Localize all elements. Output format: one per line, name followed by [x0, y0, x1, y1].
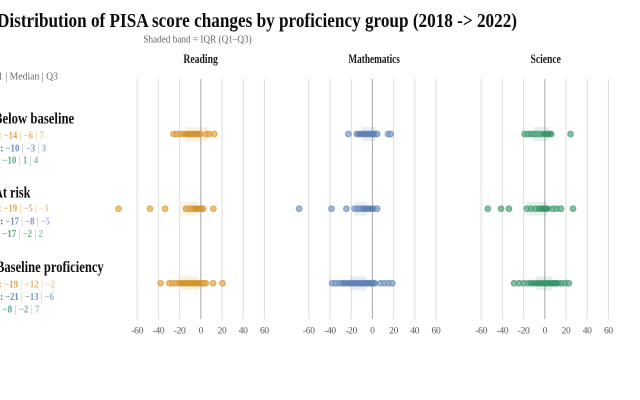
svg-text:Science: Science: [531, 52, 562, 66]
svg-text:Q1 | Median | Q3: Q1 | Median | Q3: [0, 71, 58, 82]
svg-text:40: 40: [410, 327, 419, 337]
svg-text:S: −17 | −2 | 2: S: −17 | −2 | 2: [0, 229, 43, 240]
svg-text:Reading: Reading: [183, 52, 218, 66]
svg-text:-40: -40: [153, 327, 165, 337]
svg-text:At risk: At risk: [0, 185, 31, 202]
svg-text:40: 40: [239, 327, 248, 337]
svg-text:40: 40: [583, 327, 592, 337]
svg-text:S: −8 | −2 | 7: S: −8 | −2 | 7: [0, 305, 40, 316]
svg-text:-20: -20: [518, 327, 530, 337]
svg-text:Below baseline: Below baseline: [0, 110, 74, 127]
svg-text:-60: -60: [303, 327, 315, 337]
svg-text:M: −17 | −8 | −5: M: −17 | −8 | −5: [0, 217, 50, 228]
svg-text:Mathematics: Mathematics: [348, 52, 400, 66]
svg-text:-20: -20: [345, 327, 357, 337]
svg-text:S: −10 | 1 | 4: S: −10 | 1 | 4: [0, 156, 38, 167]
svg-text:-40: -40: [324, 327, 336, 337]
svg-text:60: 60: [260, 327, 269, 337]
svg-text:R: −19 | −12 | −2: R: −19 | −12 | −2: [0, 279, 55, 290]
svg-text:-60: -60: [131, 327, 143, 337]
svg-text:Distribution of PISA score cha: Distribution of PISA score changes by pr…: [0, 10, 517, 32]
svg-text:-60: -60: [475, 327, 487, 337]
svg-text:20: 20: [562, 327, 571, 337]
svg-text:0: 0: [370, 327, 375, 337]
svg-text:M: −10 | −3 | 3: M: −10 | −3 | 3: [0, 143, 46, 154]
svg-text:R: −19 | −5 | −3: R: −19 | −5 | −3: [0, 204, 49, 215]
svg-text:-40: -40: [497, 327, 509, 337]
svg-text:R: −14 | −6 | 7: R: −14 | −6 | 7: [0, 131, 44, 142]
svg-text:0: 0: [199, 327, 204, 337]
svg-text:20: 20: [389, 327, 398, 337]
svg-text:60: 60: [604, 327, 613, 337]
svg-text:0: 0: [543, 327, 548, 337]
svg-text:20: 20: [218, 327, 227, 337]
svg-text:-20: -20: [174, 327, 186, 337]
svg-text:M: −21 | −13 | −6: M: −21 | −13 | −6: [0, 292, 54, 303]
svg-text:60: 60: [432, 327, 441, 337]
svg-text:Shaded band = IQR (Q1–Q3): Shaded band = IQR (Q1–Q3): [143, 35, 252, 46]
svg-text:Baseline proficiency: Baseline proficiency: [0, 259, 104, 276]
